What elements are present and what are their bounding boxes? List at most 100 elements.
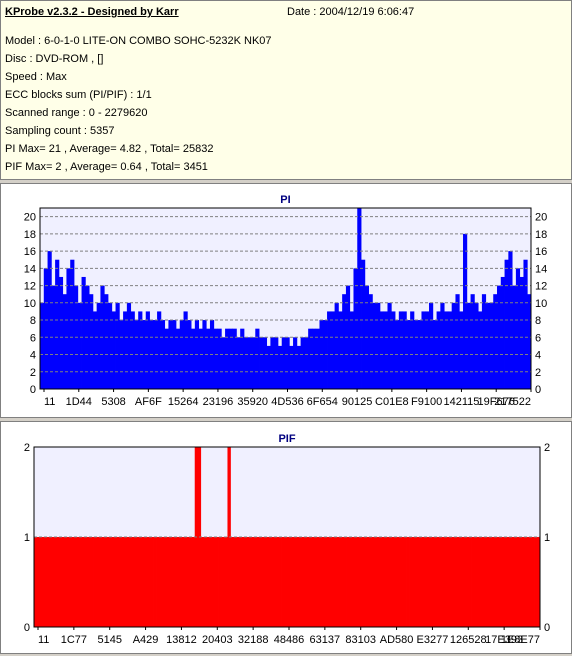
pi-bar — [334, 302, 339, 389]
pi-bar — [376, 302, 381, 389]
pif-bar — [325, 537, 330, 627]
pif-bar — [525, 537, 529, 627]
pi-ytick-label-right: 12 — [535, 281, 547, 293]
pi-bar — [379, 311, 385, 389]
pif-bar — [185, 537, 190, 627]
pif-bar — [266, 537, 270, 627]
pif-bar — [289, 537, 294, 627]
pif-bar — [72, 537, 77, 627]
pi-ytick-label-left: 10 — [24, 298, 36, 310]
info-sampling-count: Sampling count : 5357 — [5, 125, 115, 137]
pif-ytick-label-right: 2 — [544, 442, 550, 454]
info-ecc-sum: ECC blocks sum (PI/PIF) : 1/1 — [5, 89, 152, 101]
pif-bar — [367, 537, 371, 627]
pi-bar — [497, 285, 502, 389]
pif-bar — [284, 537, 288, 627]
pi-bar — [391, 311, 396, 389]
pi-bar — [489, 302, 494, 389]
pif-bar — [441, 537, 446, 627]
pif-bar — [212, 537, 216, 627]
pi-bar — [274, 337, 279, 389]
pif-ytick-label-left: 2 — [24, 442, 30, 454]
pi-bar — [92, 311, 98, 389]
pi-xtick-label: 142115 — [443, 396, 479, 408]
pi-bar — [285, 337, 290, 389]
pif-bar — [75, 537, 80, 627]
pif-bar — [501, 537, 505, 627]
pif-bar — [516, 537, 520, 627]
pif-bar — [281, 537, 285, 627]
pif-bar — [471, 537, 475, 627]
pi-bar — [255, 328, 260, 389]
pi-xtick-label: C01E8 — [375, 396, 409, 408]
pi-bar — [138, 311, 143, 389]
pif-bar — [382, 537, 386, 627]
pif-bar — [257, 537, 261, 627]
info-pif-stats: PIF Max= 2 , Average= 0.64 , Total= 3451 — [5, 161, 208, 173]
pi-bar — [459, 311, 464, 389]
pi-chart: PI 0 0 2 2 4 4 6 6 8 8 10 10 12 12 14 14 16 16 18 18 20 20 11 1D… — [24, 194, 548, 408]
pif-bar — [287, 537, 291, 627]
pif-bar — [343, 537, 347, 627]
pi-bar — [519, 276, 524, 389]
pif-bar — [337, 537, 341, 627]
pi-ytick-label-right: 6 — [535, 332, 541, 344]
pi-xtick-label: AF6F — [135, 396, 162, 408]
pi-xtick-label: 23196 — [203, 396, 234, 408]
pif-bar — [34, 537, 38, 627]
pif-bar — [468, 537, 472, 627]
pi-bar — [293, 337, 298, 389]
pif-bar — [444, 537, 449, 627]
pi-bar — [444, 311, 449, 389]
pi-bar — [327, 311, 332, 389]
pi-ytick-label-left: 4 — [30, 350, 36, 362]
pif-bar — [537, 537, 541, 627]
pif-xtick-label: AD580 — [380, 634, 414, 646]
pi-ytick-label-left: 6 — [30, 332, 36, 344]
pi-bar — [451, 302, 456, 389]
pif-bar — [319, 537, 324, 627]
pif-ytick-label-left: 1 — [24, 532, 30, 544]
pif-bar — [304, 537, 309, 627]
pi-ytick-label-right: 18 — [535, 229, 547, 241]
pi-bar — [485, 302, 490, 389]
pif-bar — [188, 537, 193, 627]
pif-bar — [355, 537, 359, 627]
pi-bar — [402, 311, 407, 389]
pif-bar — [528, 537, 532, 627]
pi-ytick-label-right: 14 — [535, 263, 547, 275]
pif-bar — [167, 537, 172, 627]
pif-bar — [346, 537, 350, 627]
pif-bar — [239, 537, 243, 627]
pif-bar — [420, 537, 425, 627]
pif-bar — [63, 537, 68, 627]
pif-bar — [179, 537, 184, 627]
scan-date: Date : 2004/12/19 6:06:47 — [287, 6, 415, 18]
pi-bar — [51, 285, 56, 389]
pi-bar — [368, 294, 373, 389]
pi-bar — [40, 302, 45, 389]
info-speed: Speed : Max — [5, 71, 67, 83]
pif-ytick-label-left: 0 — [24, 622, 30, 634]
pi-bar — [175, 328, 181, 389]
pif-bar — [215, 537, 219, 627]
pi-bar — [202, 320, 207, 389]
pi-xtick-label: 19F676 — [478, 396, 515, 408]
pif-bar — [477, 537, 481, 627]
pi-bar — [296, 345, 302, 389]
pif-bar — [51, 537, 56, 627]
pi-bar — [243, 337, 249, 389]
pi-bar — [478, 311, 483, 389]
pif-ytick-label-right: 1 — [544, 532, 550, 544]
pif-bar — [102, 537, 106, 627]
pif-bar — [141, 537, 145, 627]
pi-bar — [187, 320, 192, 389]
pif-bar — [504, 537, 508, 627]
pi-bar — [300, 337, 305, 389]
pi-bar — [247, 337, 252, 389]
pi-bar — [55, 259, 60, 389]
pi-bar — [436, 311, 441, 389]
pif-bar — [412, 537, 416, 627]
pif-xtick-label: 1E8E77 — [501, 634, 540, 646]
pi-bar — [62, 294, 67, 389]
